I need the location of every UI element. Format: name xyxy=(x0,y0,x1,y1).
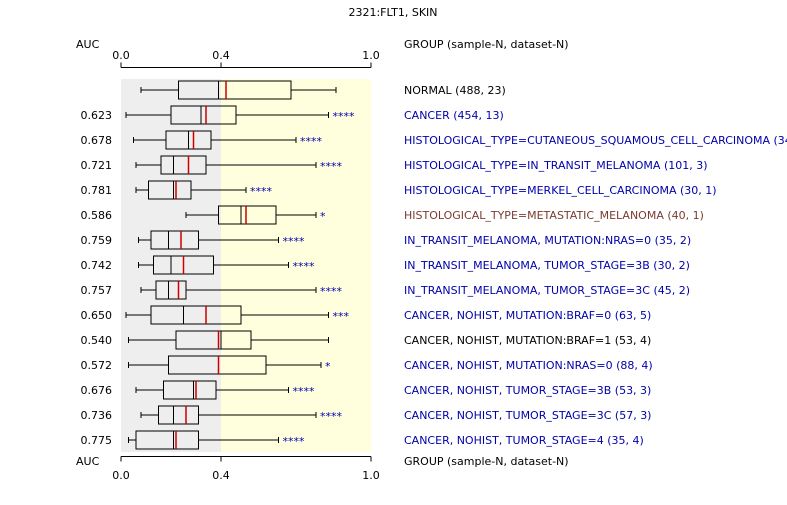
iqr-box xyxy=(150,230,199,250)
boxplot-row: 0.678 HISTOLOGICAL_TYPE=CUTANEOUS_SQUAMOU… xyxy=(81,130,787,150)
auc-value: 0.676 xyxy=(81,384,113,397)
auc-value: 0.650 xyxy=(81,309,113,322)
significance-stars: **** xyxy=(333,110,356,123)
group-label: IN_TRANSIT_MELANOMA, TUMOR_STAGE=3C (45,… xyxy=(404,284,690,297)
boxplot-row: 0.650 CANCER, NOHIST, MUTATION:BRAF=0 (63… xyxy=(81,305,651,325)
significance-stars: **** xyxy=(320,410,343,423)
axis-tick-label: 0.4 xyxy=(212,49,230,62)
axis-tick-label: 0.4 xyxy=(212,469,230,482)
boxplot-row: 0.586 HISTOLOGICAL_TYPE=METASTATIC_MELANO… xyxy=(81,205,704,225)
auc-value: 0.759 xyxy=(81,234,113,247)
iqr-box xyxy=(170,105,237,125)
auc-value: 0.678 xyxy=(81,134,113,147)
significance-stars: * xyxy=(325,360,331,373)
auc-value: 0.742 xyxy=(81,259,113,272)
significance-stars: **** xyxy=(283,235,306,248)
auc-value: 0.540 xyxy=(81,334,113,347)
significance-stars: **** xyxy=(293,385,316,398)
auc-header-bottom: AUC xyxy=(76,455,100,468)
auc-header-top: AUC xyxy=(76,38,100,51)
auc-value: 0.572 xyxy=(81,359,113,372)
group-header-bottom: GROUP (sample-N, dataset-N) xyxy=(404,455,569,468)
boxplot-row: 0.623 CANCER (454, 13) **** xyxy=(81,105,504,125)
group-header-top: GROUP (sample-N, dataset-N) xyxy=(404,38,569,51)
boxplot-rows: NORMAL (488, 23)0.623 CANCER (454, 13)***… xyxy=(81,80,787,450)
significance-stars: * xyxy=(320,210,326,223)
boxplot-row: 0.540 CANCER, NOHIST, MUTATION:BRAF=1 (53… xyxy=(81,330,651,350)
axis-tick-label: 1.0 xyxy=(362,49,380,62)
auc-value: 0.781 xyxy=(81,184,113,197)
auc-value: 0.736 xyxy=(81,409,113,422)
iqr-box xyxy=(135,430,199,450)
axis-tick-label: 0.0 xyxy=(112,49,130,62)
iqr-box xyxy=(163,380,217,400)
iqr-box xyxy=(148,180,192,200)
iqr-box xyxy=(178,80,292,100)
boxplot-row: 0.742 IN_TRANSIT_MELANOMA, TUMOR_STAGE=3B… xyxy=(81,255,690,275)
group-label: HISTOLOGICAL_TYPE=IN_TRANSIT_MELANOMA (1… xyxy=(404,159,708,172)
top-axis: AUC GROUP (sample-N, dataset-N) 0.0 0.4 1.… xyxy=(76,38,569,68)
group-label: HISTOLOGICAL_TYPE=METASTATIC_MELANOMA (4… xyxy=(404,209,704,222)
significance-stars: **** xyxy=(300,135,323,148)
group-label: IN_TRANSIT_MELANOMA, MUTATION:NRAS=0 (35… xyxy=(404,234,691,247)
iqr-box xyxy=(158,405,199,425)
iqr-box xyxy=(160,155,207,175)
group-label: CANCER, NOHIST, TUMOR_STAGE=3C (57, 3) xyxy=(404,409,651,422)
significance-stars: **** xyxy=(320,285,343,298)
group-label: CANCER, NOHIST, MUTATION:BRAF=0 (63, 5) xyxy=(404,309,651,322)
significance-stars: **** xyxy=(293,260,316,273)
group-label: CANCER, NOHIST, TUMOR_STAGE=4 (35, 4) xyxy=(404,434,644,447)
group-label: CANCER (454, 13) xyxy=(404,109,504,122)
chart-title: 2321:FLT1, SKIN xyxy=(348,6,437,19)
iqr-box xyxy=(155,280,187,300)
boxplot-row: 0.759 IN_TRANSIT_MELANOMA, MUTATION:NRAS=… xyxy=(81,230,691,250)
significance-stars: **** xyxy=(283,435,306,448)
group-label: CANCER, NOHIST, MUTATION:BRAF=1 (53, 4) xyxy=(404,334,651,347)
auc-value: 0.721 xyxy=(81,159,113,172)
group-label: IN_TRANSIT_MELANOMA, TUMOR_STAGE=3B (30,… xyxy=(404,259,690,272)
group-label: NORMAL (488, 23) xyxy=(404,84,506,97)
significance-stars: **** xyxy=(250,185,273,198)
iqr-box xyxy=(218,205,277,225)
auc-value: 0.623 xyxy=(81,109,113,122)
significance-stars: **** xyxy=(320,160,343,173)
boxplot-row: NORMAL (488, 23) xyxy=(140,80,506,100)
group-label: HISTOLOGICAL_TYPE=CUTANEOUS_SQUAMOUS_CEL… xyxy=(404,134,787,147)
group-label: CANCER, NOHIST, MUTATION:NRAS=0 (88, 4) xyxy=(404,359,653,372)
axis-tick-label: 0.0 xyxy=(112,469,130,482)
group-label: HISTOLOGICAL_TYPE=MERKEL_CELL_CARCINOMA … xyxy=(404,184,717,197)
bottom-axis: AUC GROUP (sample-N, dataset-N) 0.0 0.4 1.… xyxy=(76,455,569,482)
group-label: CANCER, NOHIST, TUMOR_STAGE=3B (53, 3) xyxy=(404,384,651,397)
iqr-box xyxy=(175,330,252,350)
auc-value: 0.586 xyxy=(81,209,113,222)
boxplot-row: 0.676 CANCER, NOHIST, TUMOR_STAGE=3B (53,… xyxy=(81,380,651,400)
boxplot-row: 0.757 IN_TRANSIT_MELANOMA, TUMOR_STAGE=3C… xyxy=(81,280,690,300)
axis-tick-label: 1.0 xyxy=(362,469,380,482)
boxplot-row: 0.775 CANCER, NOHIST, TUMOR_STAGE=4 (35, … xyxy=(81,430,644,450)
auc-value: 0.775 xyxy=(81,434,113,447)
boxplot-row: 0.572 CANCER, NOHIST, MUTATION:NRAS=0 (88… xyxy=(81,355,653,375)
boxplot-row: 0.736 CANCER, NOHIST, TUMOR_STAGE=3C (57,… xyxy=(81,405,651,425)
iqr-box xyxy=(150,305,242,325)
boxplot-row: 0.781 HISTOLOGICAL_TYPE=MERKEL_CELL_CARCI… xyxy=(81,180,717,200)
iqr-box xyxy=(168,355,267,375)
auc-value: 0.757 xyxy=(81,284,113,297)
significance-stars: *** xyxy=(333,310,350,323)
boxplot-row: 0.721 HISTOLOGICAL_TYPE=IN_TRANSIT_MELANO… xyxy=(81,155,708,175)
